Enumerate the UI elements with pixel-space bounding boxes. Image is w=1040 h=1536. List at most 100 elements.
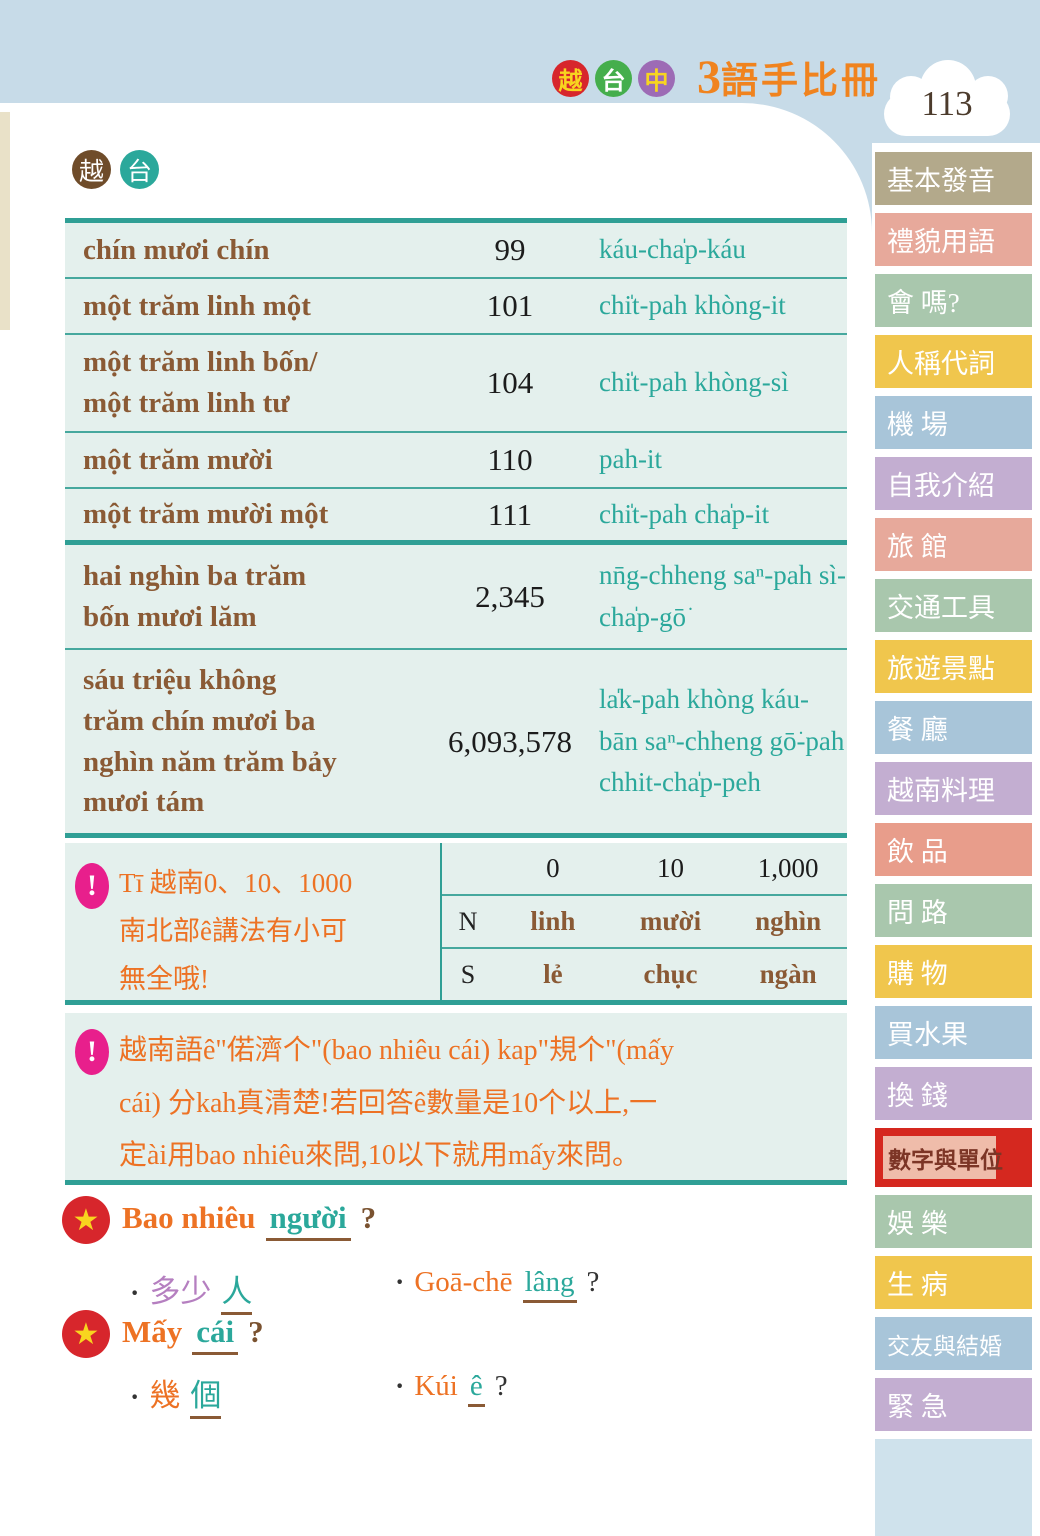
vietnamese-cell: hai nghìn ba trăm bốn mươi lăm: [83, 559, 307, 633]
section-badge-tai: 台: [120, 150, 159, 189]
question-text: Mấy cái ?: [122, 1314, 264, 1355]
sidebar-tab-buying-fruit: 買水果: [875, 1006, 1032, 1059]
bullet-dot: ·: [130, 1278, 140, 1309]
question-lead: Bao nhiêu: [122, 1199, 256, 1235]
example-translations-2: · 幾 個 · Kúi ê ?: [130, 1370, 790, 1419]
question-keyword: người: [265, 1200, 351, 1241]
vietnamese-cell: một trăm linh một: [83, 289, 311, 322]
word-cell: lẻ: [543, 959, 563, 989]
example-question-2: ★ Mấy cái ?: [62, 1310, 264, 1358]
word-cell: nghìn: [755, 906, 822, 936]
table-row: một trăm mười một 111 chi̍t-pah cha̍p-it: [65, 489, 847, 545]
taiwanese-cell: káu-cha̍p-káu: [599, 234, 746, 265]
taiwanese-text: Goā-chē: [414, 1266, 513, 1298]
vietnamese-cell: một trăm mười một: [83, 498, 329, 531]
numeral-cell: 101: [486, 288, 534, 323]
exclamation-icon: !: [75, 863, 109, 909]
numeral-cell: 110: [487, 442, 533, 477]
sidebar-tab-friendship-marriage: 交友與結婚: [875, 1317, 1032, 1370]
example-translations-1: · 多少 人 · Goā-chē lâng ?: [130, 1266, 790, 1315]
sidebar-tab-pronouns: 人稱代詞: [875, 335, 1032, 388]
book-title-number: 3: [697, 51, 721, 104]
numeral-cell: 2,345: [475, 578, 545, 614]
question-lead: Mấy: [122, 1313, 183, 1349]
north-south-table: 0 10 1,000 N linh mười nghìn S lẻ chục n…: [440, 843, 847, 1000]
sidebar-tab-vietnamese-cuisine: 越南料理: [875, 762, 1032, 815]
sidebar-tab-hotel: 旅 館: [875, 518, 1032, 571]
sidebar-tab-drinks: 飲 品: [875, 823, 1032, 876]
table-row: hai nghìn ba trăm bốn mươi lăm 2,345 nn̄…: [65, 545, 847, 650]
active-tab-label: 數字與單位: [883, 1136, 1003, 1179]
section-language-badges: 越 台: [72, 150, 159, 189]
taiwanese-translation: · Kúi ê ?: [395, 1370, 508, 1419]
row-label: S: [460, 959, 476, 989]
exclamation-icon: !: [75, 1029, 109, 1075]
book-header: 越 台 中 3 語手比冊: [552, 54, 881, 102]
sidebar-tab-shopping: 購 物: [875, 945, 1032, 998]
question-keyword: cái: [192, 1314, 239, 1355]
left-edge-tab: [0, 112, 10, 330]
taiwanese-keyword: ê: [467, 1370, 485, 1407]
sidebar-tab-entertainment: 娛 樂: [875, 1195, 1032, 1248]
table-row: 0 10 1,000: [442, 843, 847, 896]
taiwanese-translation: · Goā-chē lâng ?: [395, 1266, 599, 1315]
lang-badge-zhong: 中: [638, 59, 675, 97]
lang-badge-tai: 台: [595, 59, 632, 97]
book-title: 3 語手比冊: [697, 54, 881, 102]
taiwanese-cell: nn̄g-chheng saⁿ-pah sì- cha̍p-gō͘: [599, 559, 846, 632]
word-cell: ngàn: [759, 959, 817, 989]
word-cell: mười: [639, 906, 702, 936]
page-number: 113: [921, 84, 973, 123]
sidebar-tab-attractions: 旅遊景點: [875, 640, 1032, 693]
taiwanese-keyword: lâng: [522, 1266, 577, 1303]
sidebar-tab-asking-directions: 問 路: [875, 884, 1032, 937]
word-cell: chục: [643, 959, 698, 989]
chapter-tab-sidebar: 基本發音 禮貌用語 會 嗎? 人稱代詞 機 場 自我介紹 旅 館 交通工具 旅遊…: [875, 152, 1032, 1536]
taiwanese-cell: pah-it: [599, 444, 662, 475]
table-row: một trăm mười 110 pah-it: [65, 433, 847, 489]
numeral-cell: 6,093,578: [448, 723, 572, 759]
bullet-dot: ·: [130, 1382, 140, 1413]
bullet-dot: ·: [395, 1267, 405, 1298]
page-number-cloud: 113: [884, 60, 1010, 136]
chinese-translation: · 多少 人: [130, 1266, 395, 1315]
note-box-question-words: ! 越南語ê"偌濟个"(bao nhiêu cái) kap"規个"(mấy c…: [65, 1013, 847, 1185]
question-mark: ?: [586, 1266, 600, 1298]
table-row: một trăm linh bốn/ một trăm linh tư 104 …: [65, 335, 847, 433]
row-label: N: [458, 906, 478, 936]
chinese-text: 多少: [149, 1274, 212, 1309]
header-cell: 0: [546, 853, 560, 883]
note-box-regional-variants: ! Tī 越南0、10、1000 南北部ê講法有小可 無全哦! 0 10 1,0…: [65, 843, 847, 1005]
taiwanese-text: Kúi: [414, 1370, 458, 1402]
numeral-cell: 111: [487, 496, 533, 532]
vietnamese-cell: sáu triệu không trăm chín mươi ba nghìn …: [83, 664, 337, 819]
sidebar-tab-numbers-units-active: 數字與單位: [875, 1128, 1032, 1187]
numbers-table: chín mươi chín 99 káu-cha̍p-káu một trăm…: [65, 218, 847, 838]
table-row: N linh mười nghìn: [442, 896, 847, 949]
header-cell: 1,000: [757, 853, 819, 883]
question-mark: ?: [360, 1199, 377, 1235]
sidebar-filler-block: [875, 1439, 1032, 1536]
sidebar-tab-money-exchange: 換 錢: [875, 1067, 1032, 1120]
numeral-cell: 99: [494, 232, 526, 267]
sidebar-tab-airport: 機 場: [875, 396, 1032, 449]
vietnamese-cell: một trăm linh bốn/ một trăm linh tư: [83, 346, 318, 419]
question-mark: ?: [494, 1370, 508, 1402]
bullet-dot: ·: [395, 1371, 405, 1402]
sidebar-tab-restaurant: 餐 廳: [875, 701, 1032, 754]
chinese-keyword: 人: [221, 1266, 253, 1315]
sidebar-tab-transport: 交通工具: [875, 579, 1032, 632]
star-icon: ★: [62, 1310, 110, 1358]
cloud-shape: [884, 92, 1010, 136]
taiwanese-cell: la̍k-pah khòng káu- bān saⁿ-chheng gō͘-p…: [599, 683, 845, 798]
chinese-keyword: 個: [190, 1370, 222, 1419]
sidebar-tab-emergency: 緊 急: [875, 1378, 1032, 1431]
numeral-cell: 104: [486, 365, 534, 400]
table-row: S lẻ chục ngàn: [442, 949, 847, 1000]
note-text: 越南語ê"偌濟个"(bao nhiêu cái) kap"規个"(mấy cái…: [119, 1035, 675, 1172]
vietnamese-cell: một trăm mười: [83, 443, 273, 476]
note-text: Tī 越南0、10、1000 南北部ê講法有小可 無全哦!: [119, 868, 353, 995]
vietnamese-cell: chín mươi chín: [83, 233, 270, 266]
chinese-text: 幾: [149, 1378, 181, 1413]
